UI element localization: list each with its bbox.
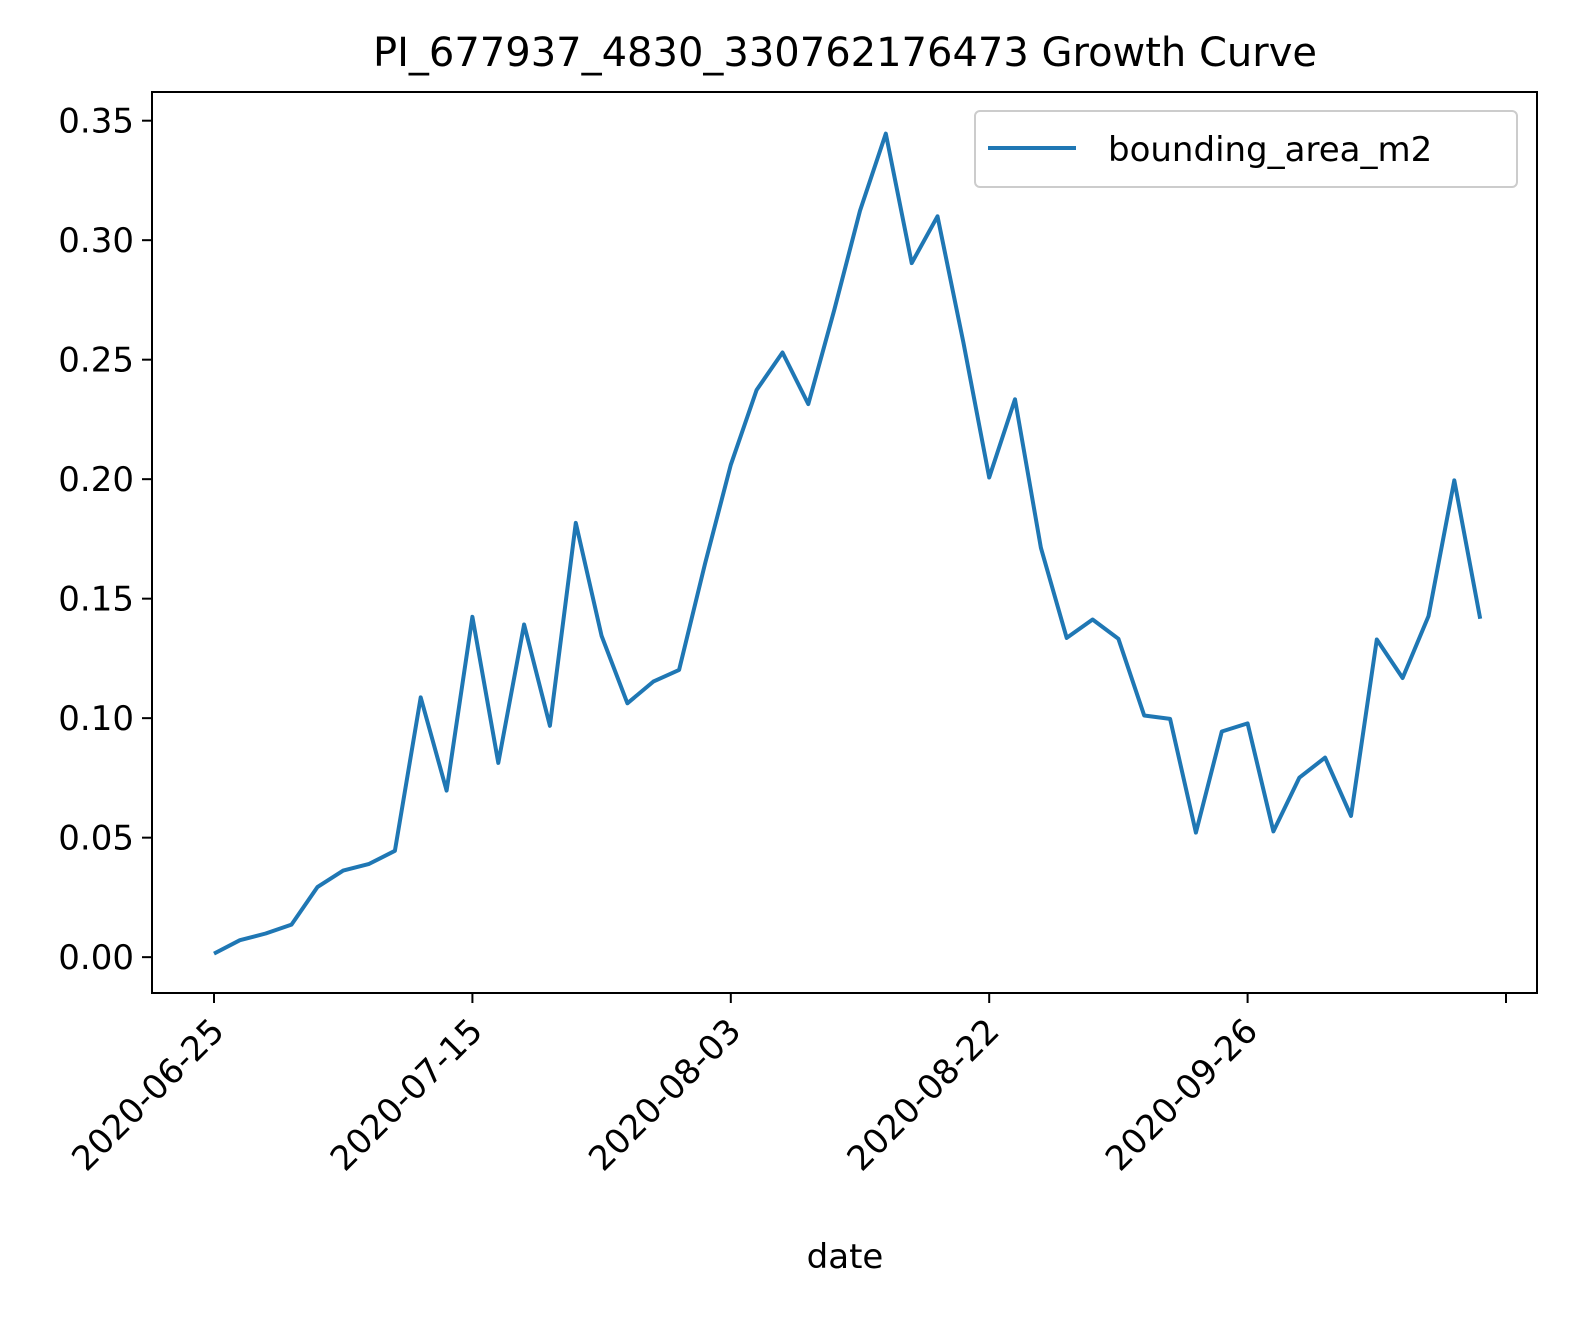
x-tick-label: 2020-08-03 bbox=[581, 1011, 749, 1179]
plot-frame bbox=[151, 91, 1538, 994]
x-axis: 2020-06-25 2020-07-15 2020-08-03 2020-08-22… bbox=[64, 993, 1507, 1179]
series-line bbox=[213, 131, 1483, 956]
y-tick-label: 0.20 bbox=[58, 460, 134, 500]
y-axis: 0.00 0.05 0.10 0.15 0.20 0.25 0.30 0.35 bbox=[58, 102, 152, 978]
x-tick-label: 2020-06-25 bbox=[64, 1011, 232, 1179]
x-tick-label: 2020-07-15 bbox=[323, 1011, 491, 1179]
x-tick-label: 2020-09-26 bbox=[1098, 1011, 1266, 1179]
y-tick-label: 0.00 bbox=[58, 938, 134, 978]
x-tick-label: 2020-08-22 bbox=[840, 1011, 1008, 1179]
legend-label: bounding_area_m2 bbox=[1108, 130, 1432, 170]
y-tick-label: 0.35 bbox=[58, 102, 134, 142]
y-tick-label: 0.30 bbox=[58, 221, 134, 261]
legend: bounding_area_m2 bbox=[974, 110, 1518, 188]
chart-title: PI_677937_4830_330762176473 Growth Curve bbox=[373, 30, 1317, 76]
y-tick-label: 0.25 bbox=[58, 341, 134, 381]
y-tick-label: 0.05 bbox=[58, 819, 134, 859]
x-axis-label: date bbox=[807, 1237, 884, 1277]
y-tick-label: 0.10 bbox=[58, 699, 134, 739]
plot-area bbox=[213, 131, 1483, 956]
y-tick-label: 0.15 bbox=[58, 580, 134, 620]
legend-box bbox=[974, 110, 1518, 188]
